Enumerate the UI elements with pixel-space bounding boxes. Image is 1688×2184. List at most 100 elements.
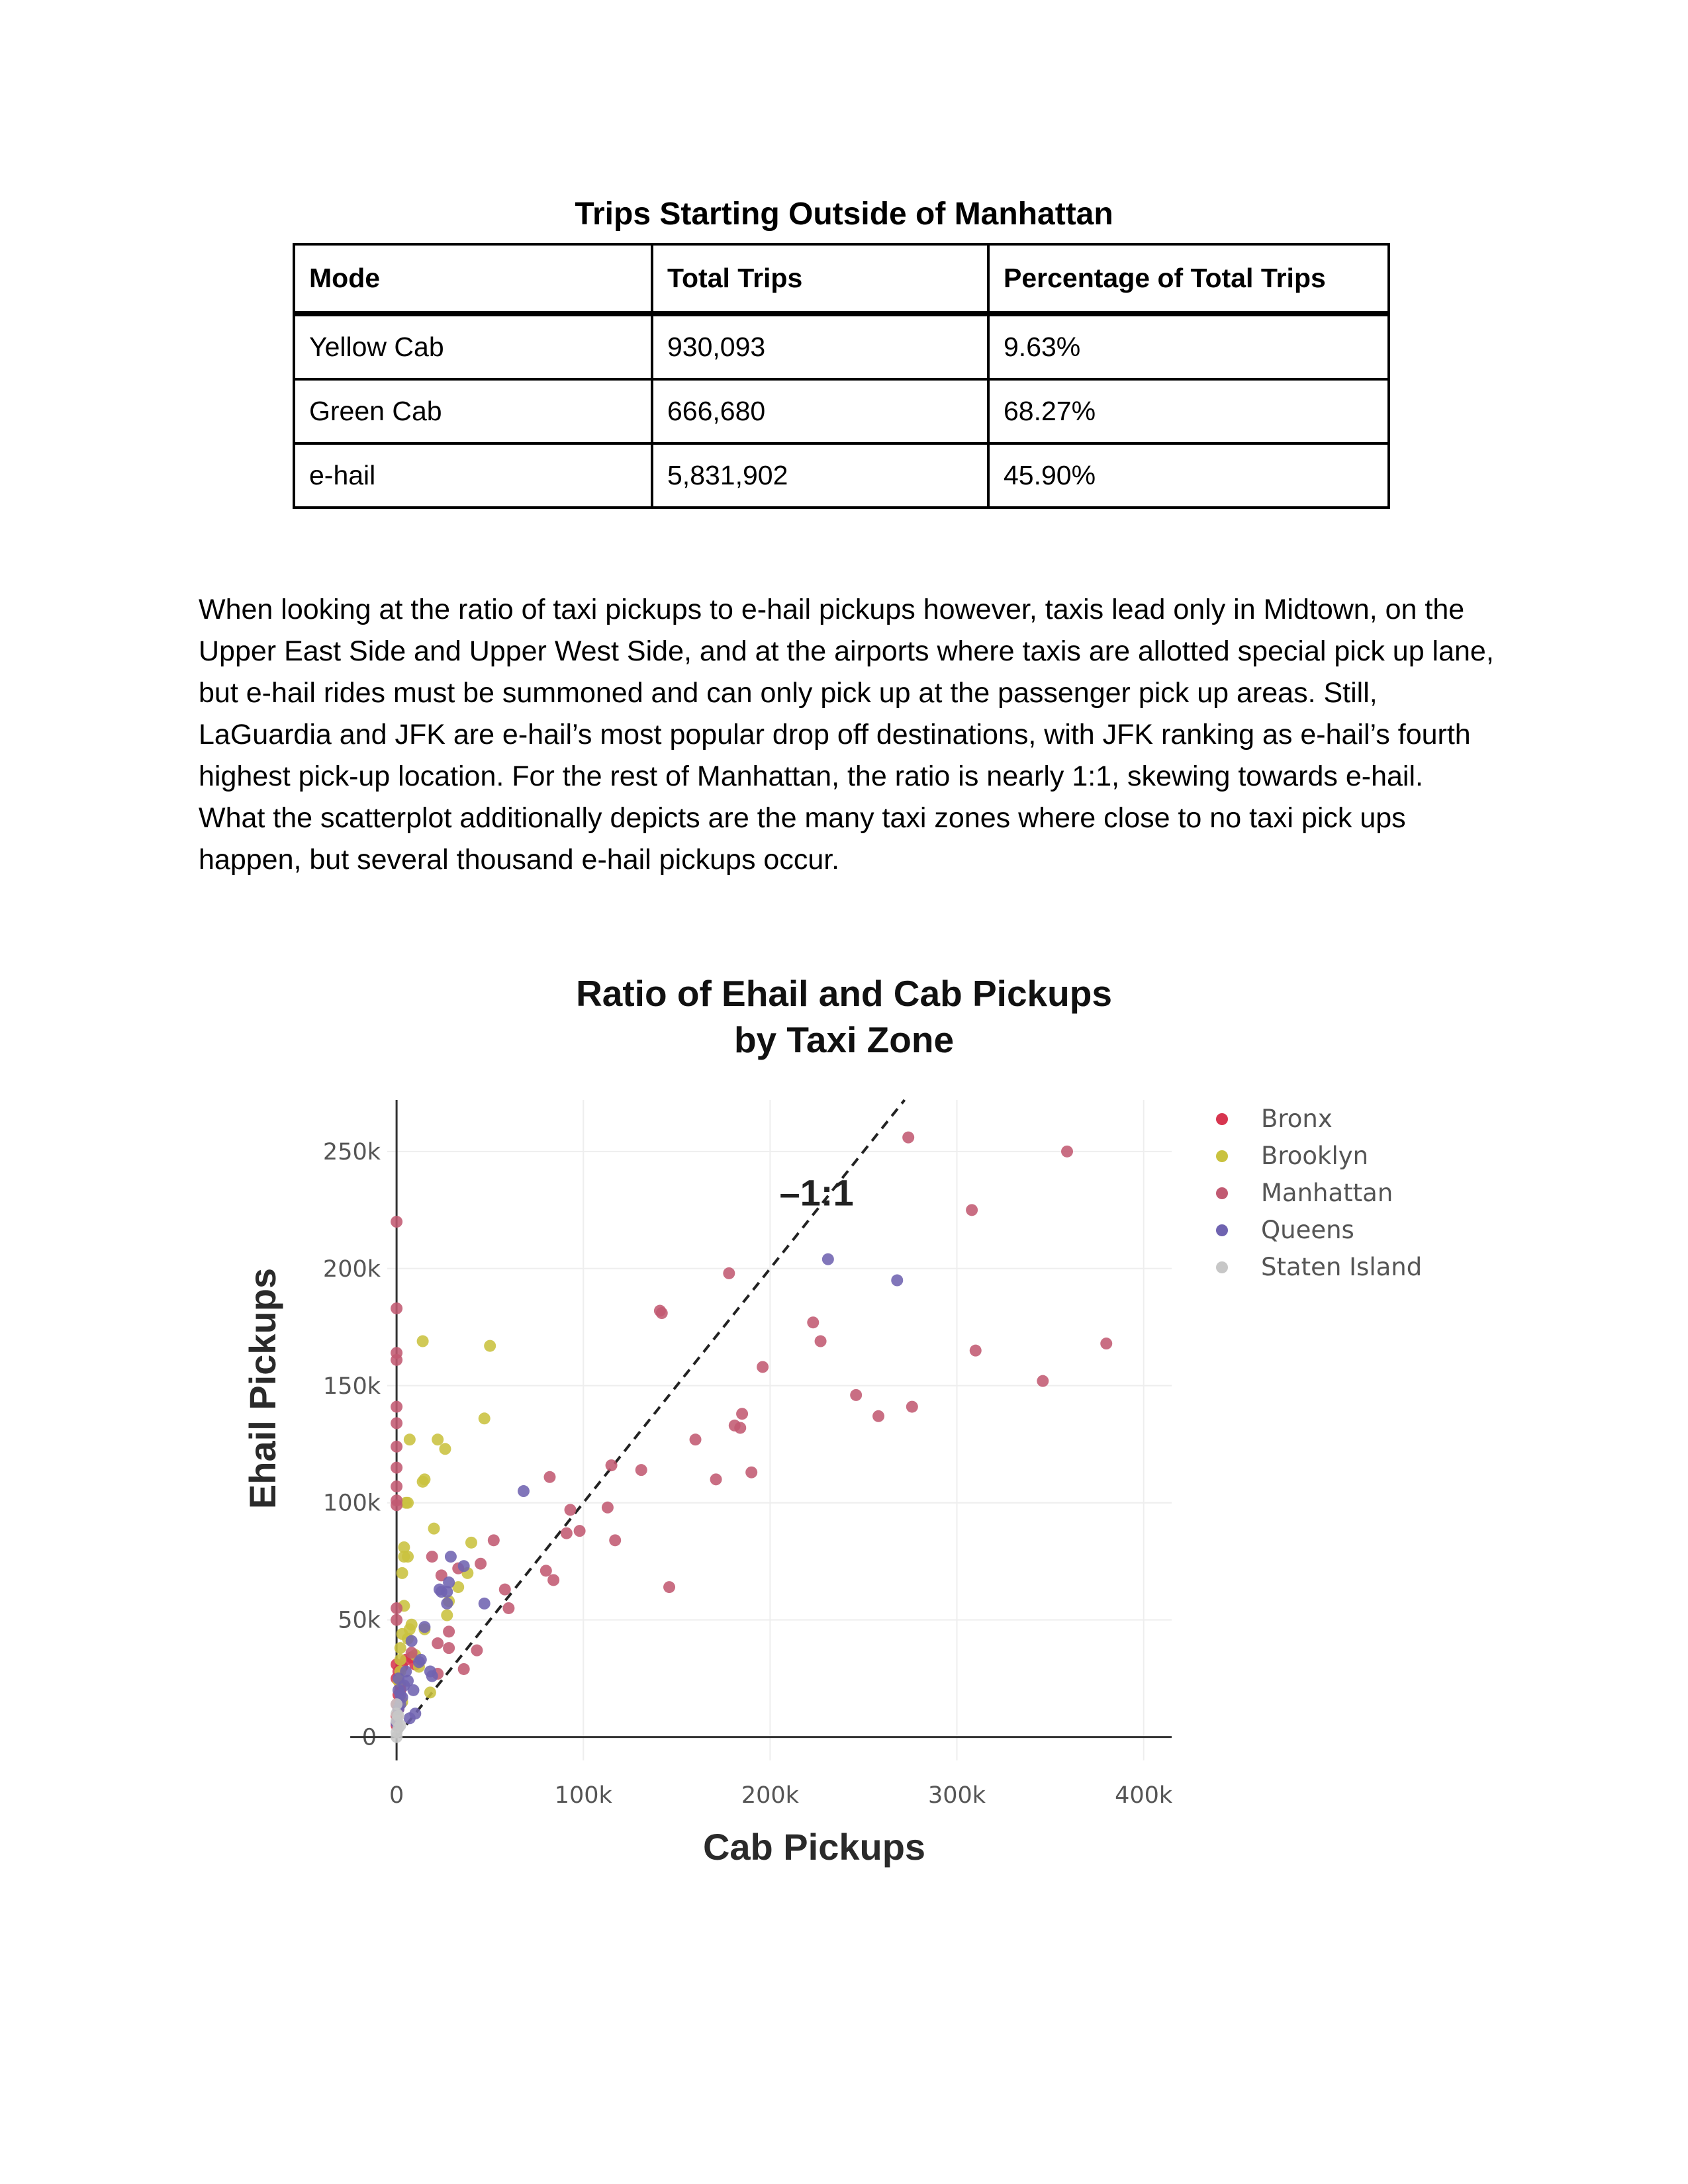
data-point: [635, 1464, 647, 1477]
data-point: [407, 1684, 420, 1696]
data-point: [391, 1499, 403, 1512]
table-cell: e-hail: [293, 442, 653, 509]
table-cell: 9.63%: [987, 312, 1390, 381]
data-point: [814, 1335, 827, 1347]
data-point: [443, 1642, 455, 1655]
table-row: Yellow Cab 930,093 9.63%: [293, 312, 1390, 381]
data-point: [403, 1712, 416, 1725]
data-point: [391, 1400, 403, 1413]
data-point: [443, 1576, 455, 1589]
data-point: [391, 1216, 403, 1228]
x-tick-label: 400k: [1115, 1782, 1173, 1809]
data-point: [969, 1344, 982, 1357]
legend-item[interactable]: Brooklyn: [1216, 1142, 1368, 1170]
data-point: [405, 1635, 418, 1647]
data-point: [416, 1475, 429, 1488]
data-point: [405, 1647, 418, 1659]
data-point: [435, 1569, 447, 1582]
data-point: [807, 1316, 820, 1329]
data-point: [443, 1625, 455, 1638]
data-point: [573, 1525, 586, 1537]
ratio-label: –1:1: [780, 1171, 854, 1213]
data-point: [398, 1541, 410, 1553]
data-point: [426, 1551, 438, 1563]
data-point: [394, 1653, 406, 1666]
y-tick-label: 50k: [338, 1608, 381, 1634]
data-point: [609, 1534, 622, 1547]
data-point: [434, 1583, 445, 1596]
reference-line: –1:1: [395, 1099, 906, 1738]
data-point: [392, 1709, 404, 1722]
data-point: [432, 1433, 444, 1446]
data-point: [821, 1253, 834, 1265]
data-point: [487, 1534, 500, 1547]
legend-item[interactable]: Bronx: [1216, 1105, 1333, 1133]
legend-item[interactable]: Queens: [1216, 1216, 1354, 1244]
x-tick-label: 200k: [741, 1782, 800, 1809]
data-point: [543, 1471, 556, 1483]
table-title: Trips Starting Outside of Manhattan: [575, 197, 1113, 232]
legend[interactable]: Bronx Brooklyn Manhattan Queens Staten Islan…: [1216, 1105, 1422, 1281]
legend-marker-icon: [1216, 1113, 1228, 1125]
data-point: [432, 1637, 444, 1650]
data-point: [465, 1536, 477, 1549]
data-point: [457, 1662, 470, 1675]
table-cell: 666,680: [651, 378, 990, 445]
data-point: [394, 1642, 406, 1655]
chart-subtitle: by Taxi Zone: [734, 1019, 954, 1060]
legend-label: Manhattan: [1261, 1179, 1393, 1207]
data-point: [441, 1597, 453, 1610]
data-point: [391, 1614, 403, 1626]
data-point: [966, 1204, 978, 1216]
data-point: [547, 1574, 560, 1586]
data-point: [394, 1719, 406, 1731]
data-point: [471, 1644, 483, 1657]
data-point: [663, 1581, 676, 1594]
data-point: [872, 1410, 885, 1422]
data-point: [400, 1665, 412, 1678]
legend-label: Queens: [1261, 1216, 1354, 1244]
data-point: [689, 1433, 702, 1446]
y-tick-label: 250k: [323, 1139, 381, 1165]
legend-marker-icon: [1216, 1261, 1228, 1273]
legend-label: Bronx: [1261, 1105, 1333, 1133]
data-point: [710, 1473, 722, 1486]
data-point: [560, 1527, 573, 1539]
table-cell: 930,093: [651, 312, 990, 381]
body-paragraph: When looking at the ratio of taxi pickup…: [199, 594, 1494, 876]
data-point: [391, 1602, 403, 1614]
data-point: [403, 1433, 416, 1446]
one-to-one-line: [395, 1099, 906, 1738]
data-point: [478, 1412, 491, 1425]
data-point: [412, 1656, 425, 1668]
data-point: [601, 1501, 614, 1514]
data-point: [502, 1602, 515, 1614]
legend-item[interactable]: Manhattan: [1216, 1179, 1393, 1207]
header-percentage: Percentage of Total Trips: [987, 243, 1390, 316]
data-point: [564, 1504, 577, 1516]
data-point: [402, 1496, 414, 1509]
header-mode: Mode: [293, 243, 653, 316]
data-point: [850, 1388, 863, 1401]
data-points: [391, 1131, 1113, 1743]
data-point: [745, 1466, 758, 1479]
data-point: [391, 1698, 403, 1711]
data-point: [441, 1609, 453, 1621]
data-point: [428, 1522, 440, 1535]
data-point: [426, 1670, 438, 1682]
data-point: [1100, 1338, 1113, 1350]
data-point: [391, 1302, 403, 1314]
table-row: Green Cab 666,680 68.27%: [293, 378, 1390, 445]
data-point: [757, 1361, 769, 1373]
data-point: [1037, 1375, 1049, 1387]
data-point: [736, 1408, 749, 1420]
legend-item[interactable]: Staten Island: [1216, 1253, 1422, 1281]
data-point: [396, 1567, 408, 1579]
data-point: [392, 1672, 404, 1685]
x-tick-label: 0: [389, 1782, 404, 1809]
data-point: [906, 1400, 918, 1413]
table-cell: Yellow Cab: [293, 312, 653, 381]
data-point: [478, 1597, 491, 1610]
